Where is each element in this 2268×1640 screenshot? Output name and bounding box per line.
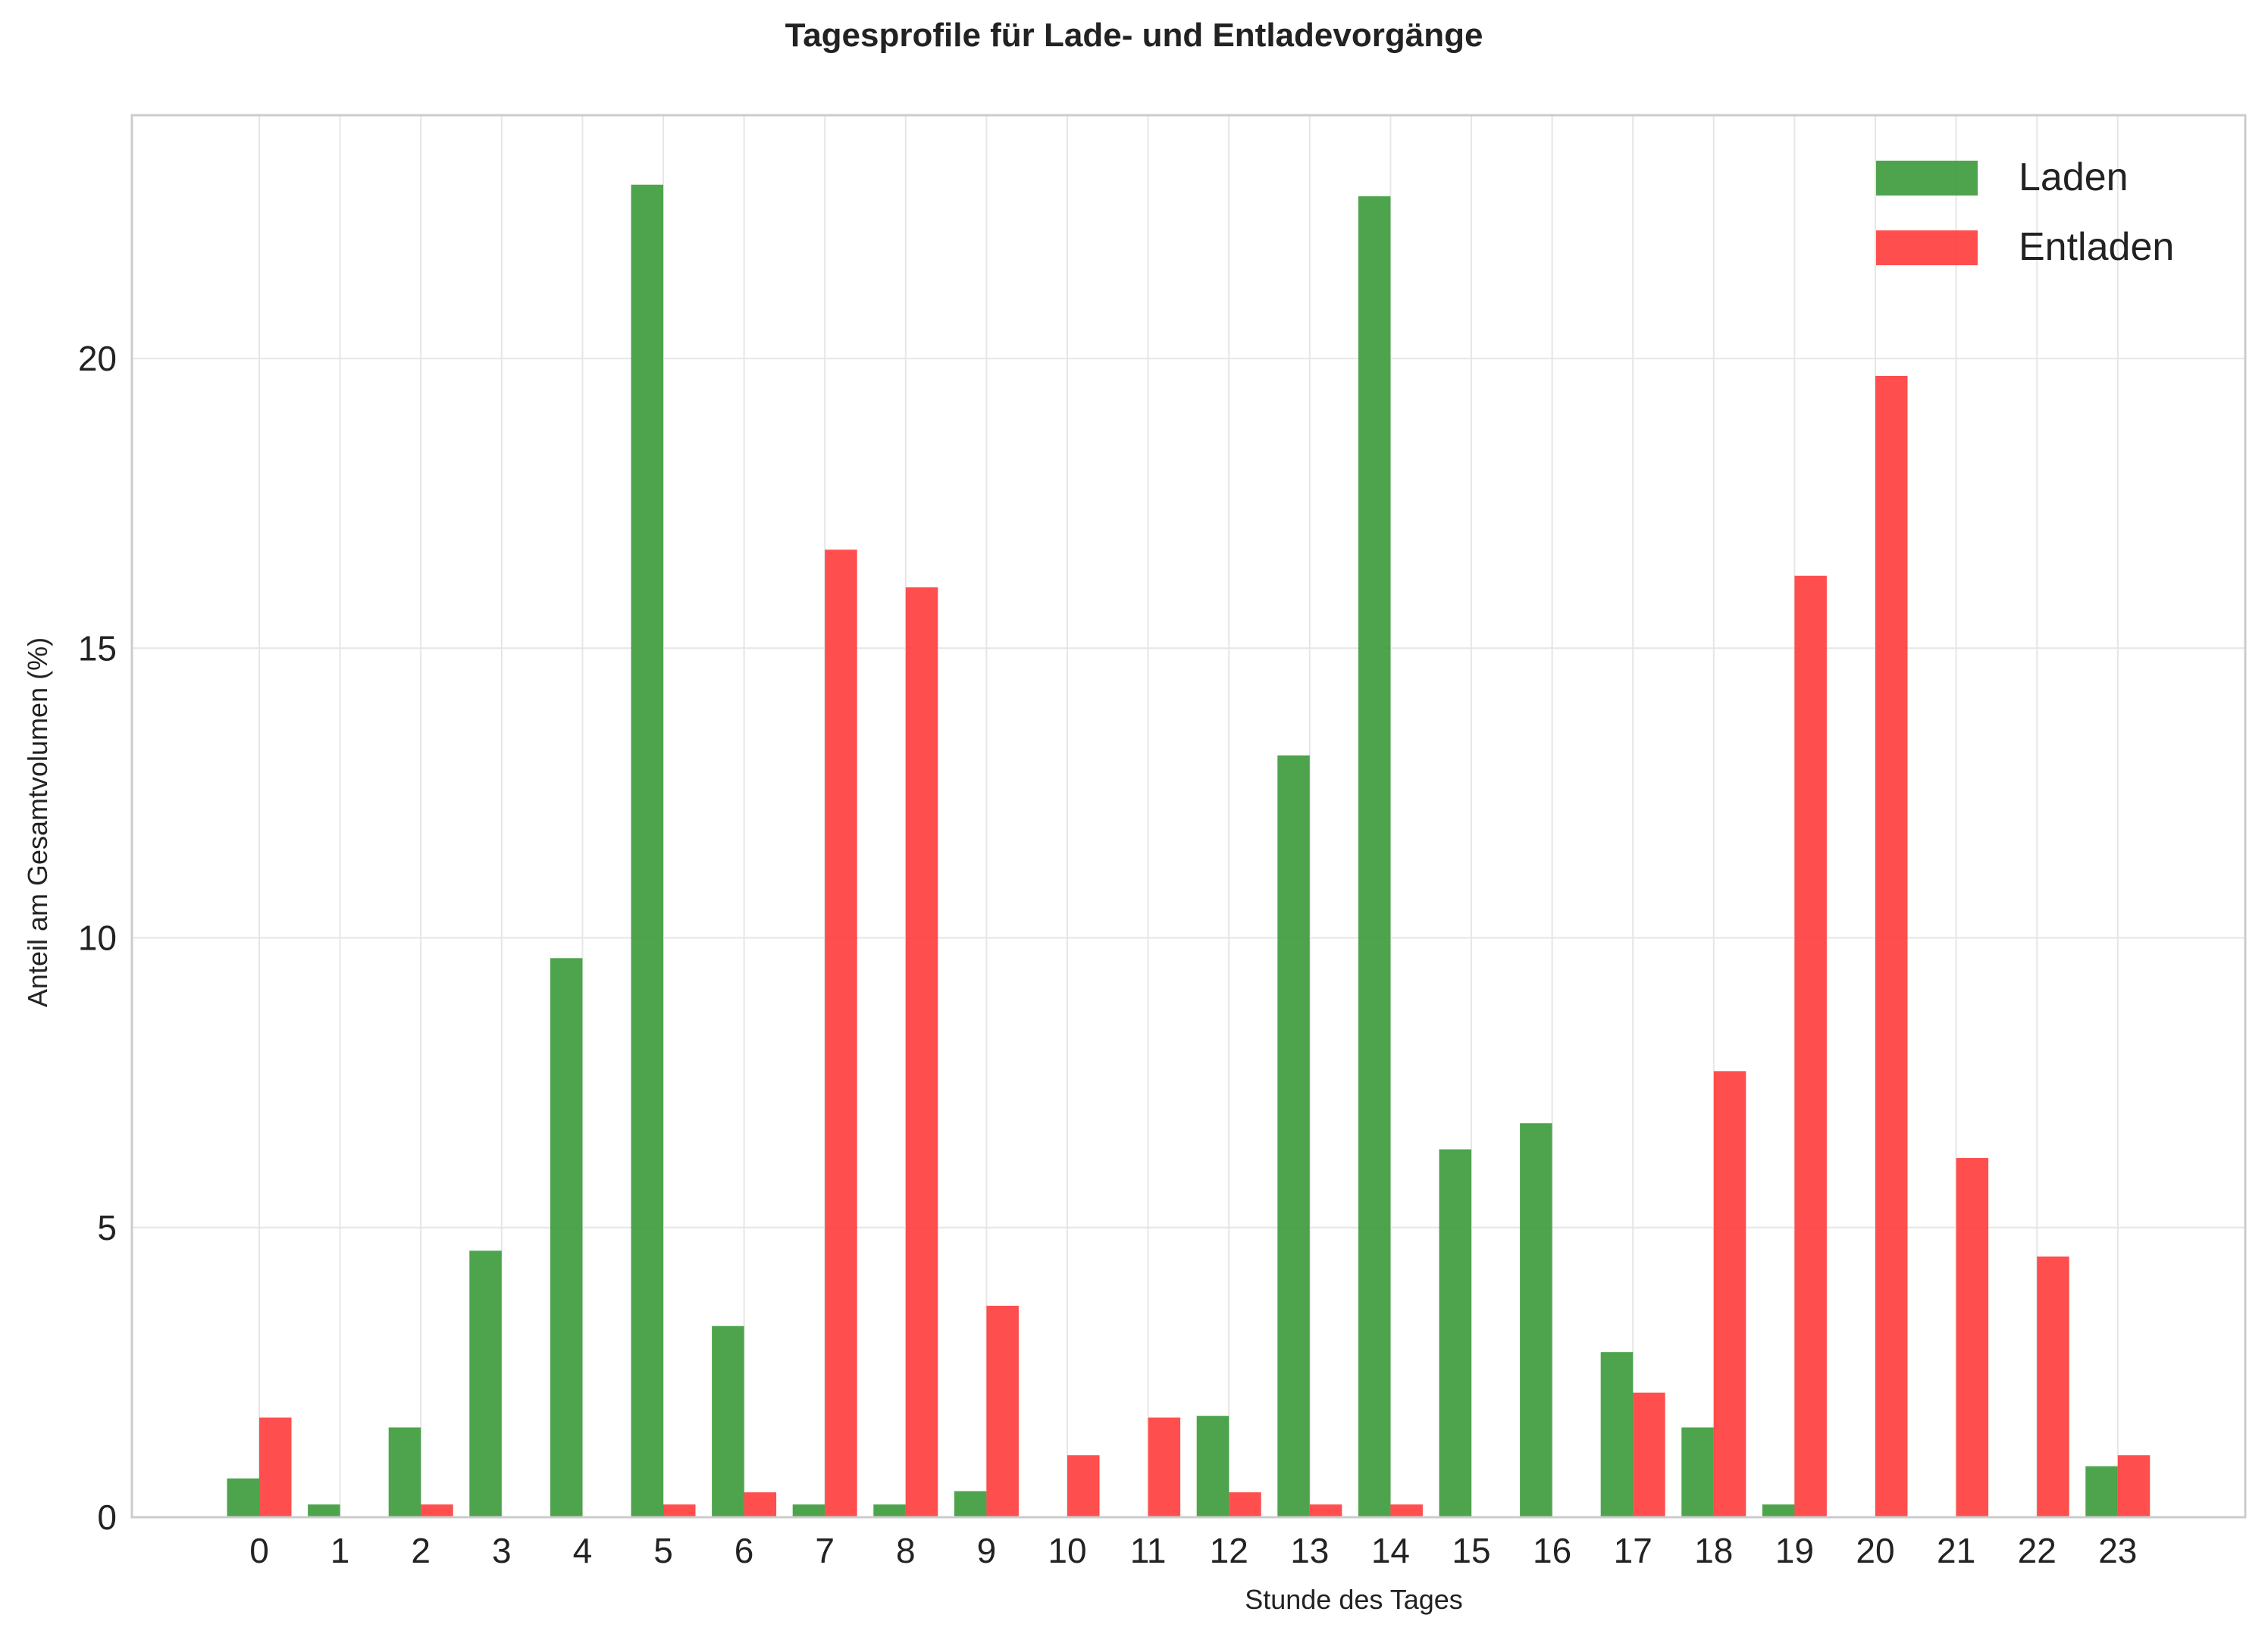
- bar-laden: [2085, 1466, 2118, 1517]
- x-tick-label: 23: [2098, 1531, 2137, 1570]
- bar-laden: [227, 1478, 259, 1517]
- bar-entladen: [905, 587, 938, 1518]
- legend-label-entladen: Entladen: [2019, 225, 2174, 269]
- x-tick-label: 18: [1694, 1531, 1733, 1570]
- bar-entladen: [1067, 1455, 1100, 1517]
- bar-entladen: [1956, 1158, 1989, 1517]
- x-tick-label: 9: [977, 1531, 997, 1570]
- x-tick-label: 19: [1775, 1531, 1814, 1570]
- bar-laden: [1358, 196, 1391, 1517]
- bar-laden: [712, 1325, 744, 1517]
- bar-laden: [388, 1427, 421, 1517]
- x-tick-label: 2: [411, 1531, 431, 1570]
- bar-entladen: [421, 1504, 453, 1517]
- bar-entladen: [1713, 1071, 1746, 1517]
- y-tick-label: 20: [78, 339, 117, 378]
- bar-laden: [792, 1504, 825, 1517]
- x-tick-label: 7: [815, 1531, 835, 1570]
- bar-entladen: [259, 1417, 292, 1517]
- x-tick-label: 1: [330, 1531, 350, 1570]
- x-tick-label: 5: [653, 1531, 673, 1570]
- x-tick-label: 6: [735, 1531, 754, 1570]
- bar-entladen: [1148, 1417, 1181, 1517]
- bar-entladen: [1390, 1504, 1423, 1517]
- legend-label-laden: Laden: [2019, 155, 2129, 199]
- x-tick-label: 17: [1614, 1531, 1652, 1570]
- bar-entladen: [2117, 1455, 2151, 1517]
- bar-entladen: [1875, 376, 1908, 1517]
- bar-laden: [631, 184, 663, 1517]
- bar-laden: [469, 1250, 502, 1517]
- bar-laden: [1600, 1352, 1634, 1517]
- bar-laden: [1681, 1427, 1714, 1517]
- x-axis-label: Stunde des Tages: [1245, 1584, 1463, 1615]
- chart-title: Tagesprofile für Lade- und Entladevorgän…: [785, 17, 1483, 54]
- x-tick-label: 10: [1048, 1531, 1086, 1570]
- legend-swatch-laden: [1876, 161, 1978, 196]
- y-tick-label: 5: [97, 1208, 117, 1247]
- y-tick-label: 15: [78, 628, 117, 668]
- x-tick-label: 21: [1937, 1531, 1975, 1570]
- bar-laden: [1439, 1149, 1471, 1517]
- bar-laden: [308, 1504, 340, 1517]
- bar-laden: [1762, 1504, 1795, 1517]
- x-tick-label: 16: [1533, 1531, 1571, 1570]
- x-tick-label: 13: [1290, 1531, 1329, 1570]
- bar-entladen: [1794, 575, 1827, 1517]
- bar-entladen: [825, 549, 857, 1517]
- bar-entladen: [744, 1492, 777, 1517]
- bar-laden: [550, 958, 583, 1517]
- x-tick-label: 22: [2018, 1531, 2057, 1570]
- y-tick-label: 0: [97, 1498, 117, 1537]
- bar-laden: [1277, 755, 1310, 1517]
- x-tick-label: 20: [1856, 1531, 1894, 1570]
- x-tick-label: 14: [1371, 1531, 1410, 1570]
- x-tick-label: 3: [492, 1531, 512, 1570]
- bar-entladen: [986, 1305, 1019, 1517]
- x-tick-label: 11: [1130, 1531, 1167, 1570]
- bar-entladen: [1309, 1504, 1342, 1517]
- bar-entladen: [1229, 1492, 1261, 1517]
- x-tick-label: 12: [1210, 1531, 1248, 1570]
- y-axis-label-text: Anteil am Gesamtvolumen (%): [22, 637, 53, 1008]
- x-tick-label: 8: [896, 1531, 916, 1570]
- bar-laden: [954, 1491, 987, 1517]
- x-tick-label: 4: [573, 1531, 593, 1570]
- plot-area: [132, 115, 2245, 1517]
- legend-swatch-entladen: [1876, 230, 1978, 265]
- x-tick-label: 15: [1452, 1531, 1490, 1570]
- bar-entladen: [2037, 1256, 2069, 1517]
- bar-laden: [1520, 1123, 1552, 1517]
- y-tick-label: 10: [78, 919, 117, 958]
- bar-entladen: [1633, 1392, 1665, 1517]
- bar-laden: [1196, 1416, 1230, 1517]
- x-tick-label: 0: [249, 1531, 269, 1570]
- bar-entladen: [663, 1504, 696, 1517]
- plot-frame: [130, 114, 2247, 1519]
- bar-laden: [873, 1504, 906, 1517]
